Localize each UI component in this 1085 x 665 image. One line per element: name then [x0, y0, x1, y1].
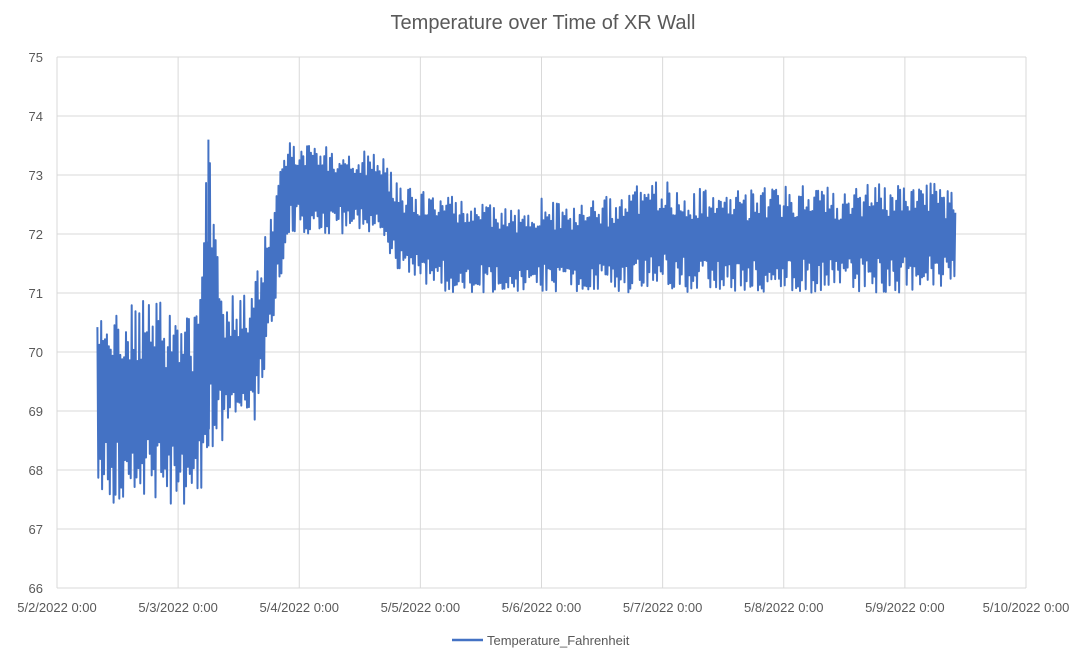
y-tick-label: 73 [29, 168, 43, 183]
y-tick-label: 72 [29, 227, 43, 242]
y-tick-label: 74 [29, 109, 43, 124]
y-tick-label: 71 [29, 286, 43, 301]
x-tick-label: 5/9/2022 0:00 [865, 600, 945, 615]
x-tick-label: 5/4/2022 0:00 [259, 600, 339, 615]
x-axis-labels: 5/2/2022 0:00 5/3/2022 0:00 5/4/2022 0:00 5… [17, 600, 1069, 615]
series-layer [96, 139, 957, 505]
x-tick-label: 5/7/2022 0:00 [623, 600, 703, 615]
x-tick-label: 5/3/2022 0:00 [138, 600, 218, 615]
y-tick-label: 67 [29, 522, 43, 537]
x-tick-label: 5/5/2022 0:00 [381, 600, 461, 615]
y-tick-label: 70 [29, 345, 43, 360]
x-tick-label: 5/10/2022 0:00 [983, 600, 1070, 615]
legend: Temperature_Fahrenheit [452, 633, 630, 648]
y-tick-label: 75 [29, 50, 43, 65]
y-tick-label: 69 [29, 404, 43, 419]
x-tick-label: 5/6/2022 0:00 [502, 600, 582, 615]
chart-title: Temperature over Time of XR Wall [391, 12, 696, 34]
x-tick-label: 5/2/2022 0:00 [17, 600, 97, 615]
y-axis-labels: 66 67 68 69 70 71 72 73 74 75 [29, 50, 43, 596]
y-tick-label: 66 [29, 581, 43, 596]
legend-label: Temperature_Fahrenheit [487, 633, 630, 648]
series-line-temperature [96, 142, 957, 505]
y-tick-label: 68 [29, 463, 43, 478]
x-tick-label: 5/8/2022 0:00 [744, 600, 824, 615]
